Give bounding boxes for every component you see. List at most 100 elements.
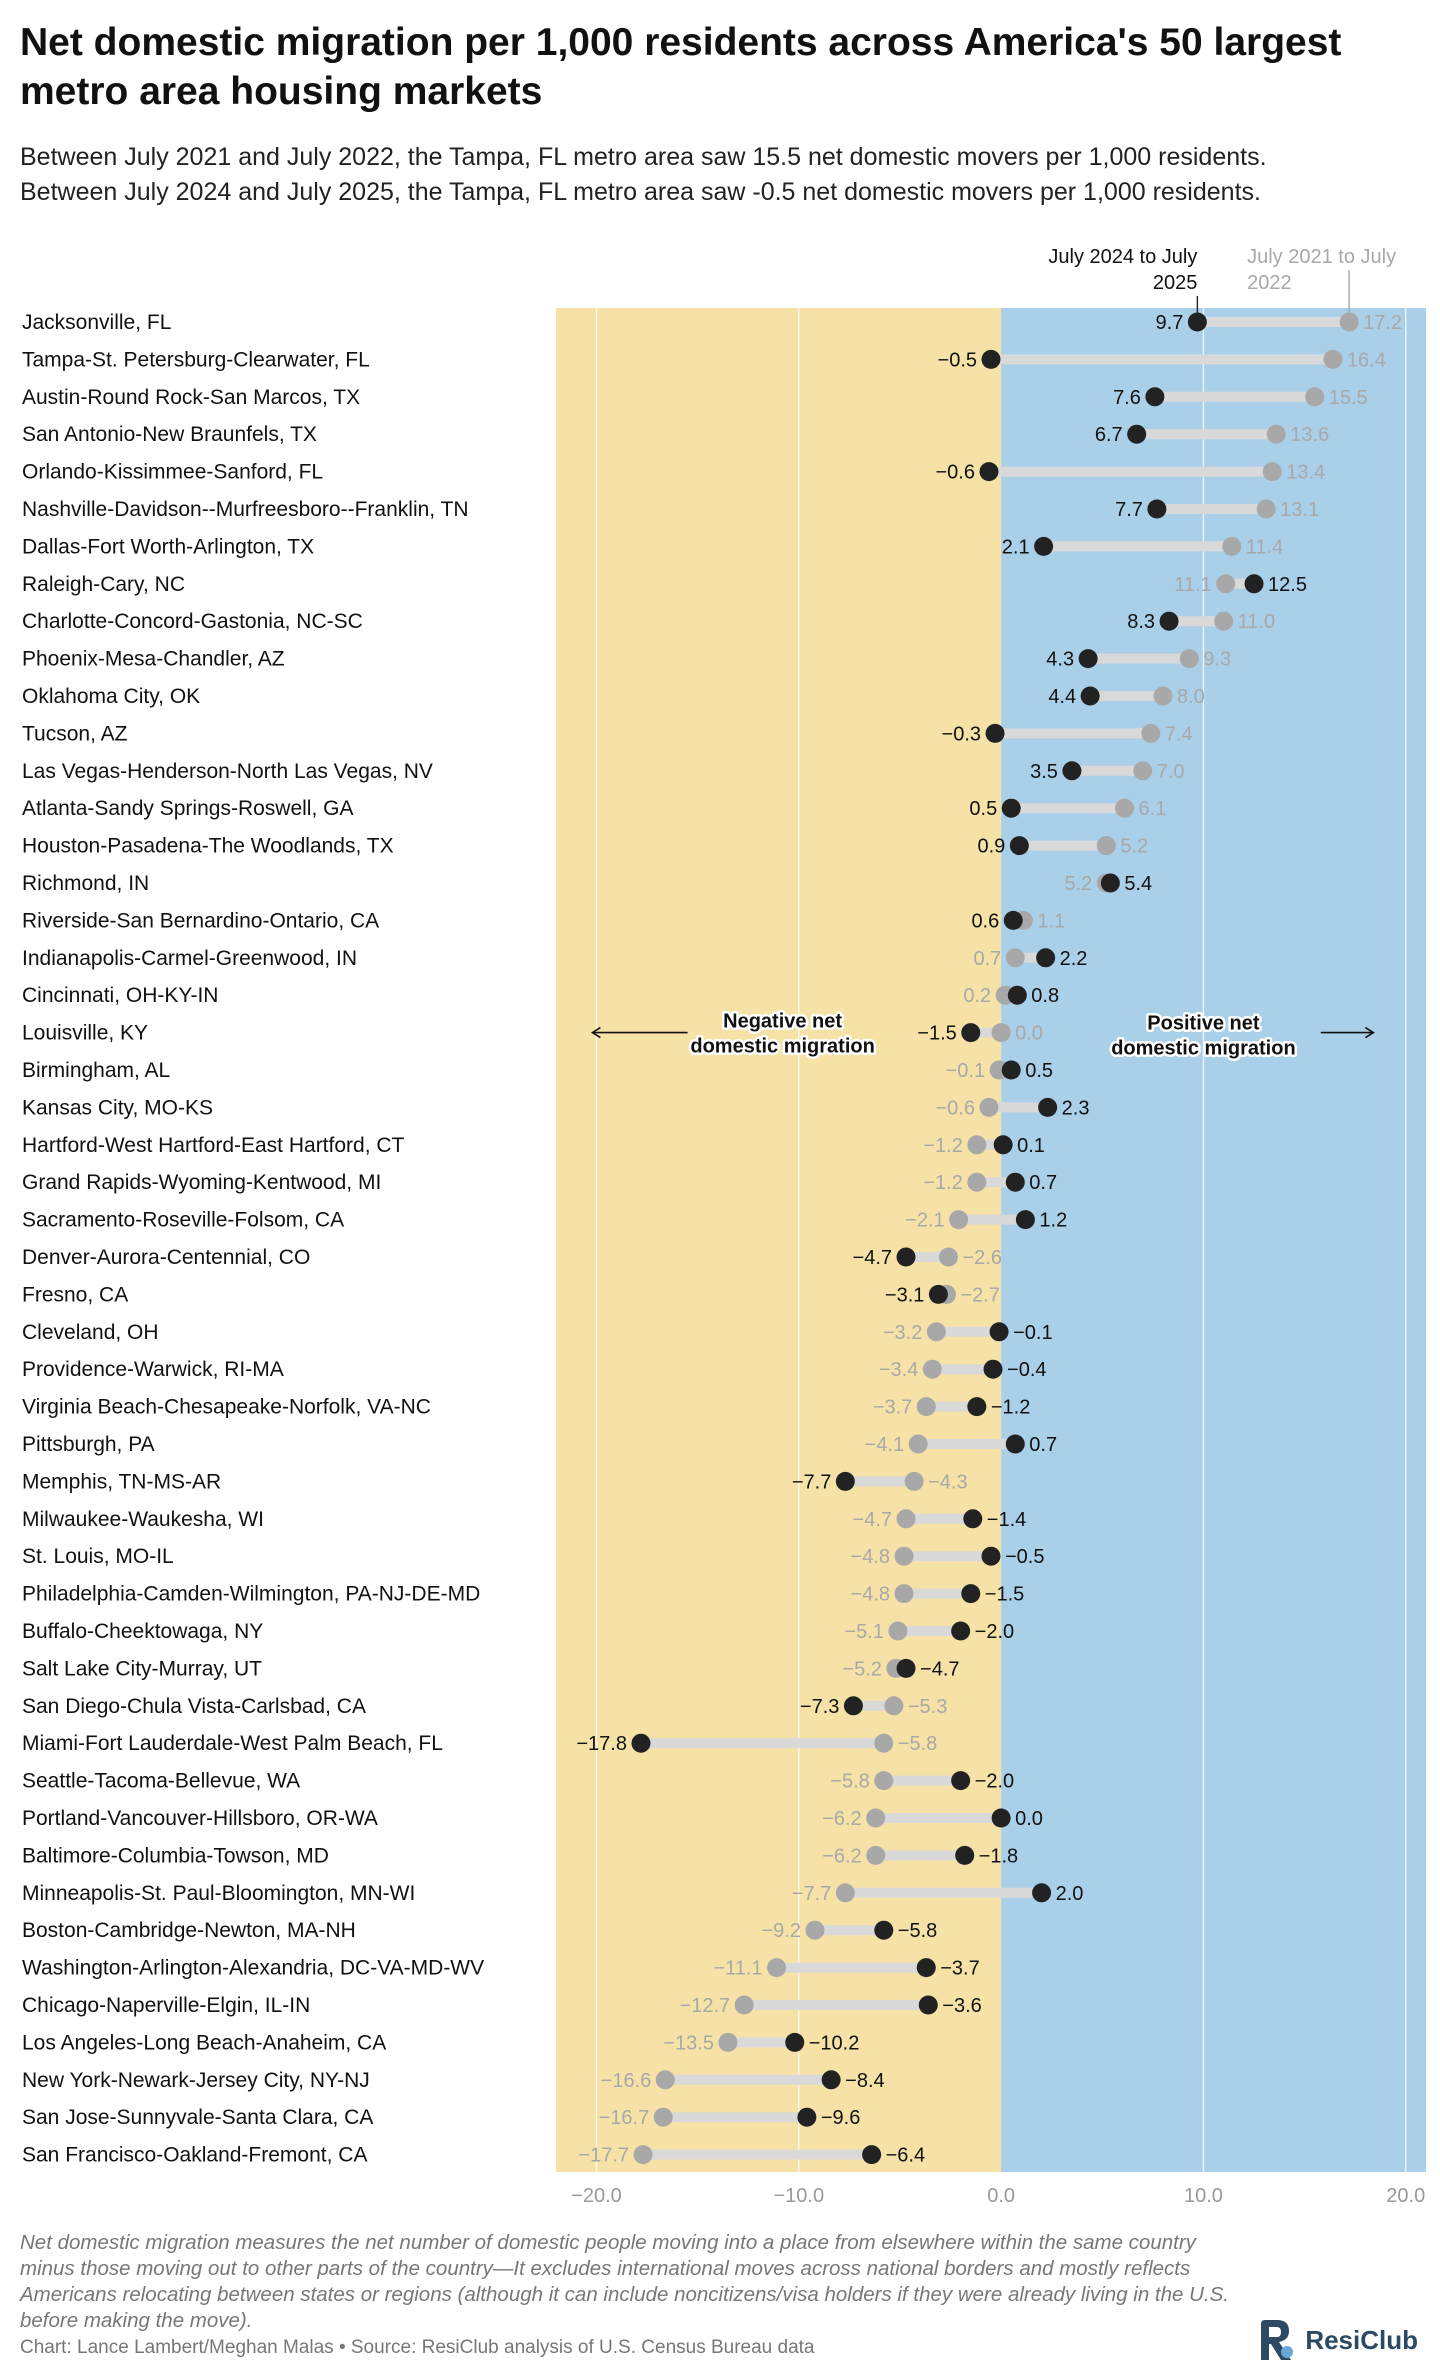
value-label-2025: 0.7 bbox=[1029, 1172, 1057, 1194]
value-label-2022: −16.6 bbox=[601, 2070, 652, 2092]
value-label-2022: −5.8 bbox=[830, 1771, 869, 1793]
dot-2022 bbox=[926, 1322, 946, 1342]
dot-2025 bbox=[981, 1546, 1001, 1566]
metro-name: Philadelphia-Camden-Wilmington, PA-NJ-DE… bbox=[22, 1583, 480, 1606]
legend-label-2025: July 2024 to July bbox=[1048, 246, 1197, 268]
dot-2025 bbox=[991, 1808, 1011, 1828]
value-label-2022: −9.2 bbox=[761, 1920, 800, 1942]
resiclub-logo-icon bbox=[1261, 2320, 1294, 2360]
dot-2022 bbox=[1153, 686, 1173, 706]
metro-row: Louisville, KY −1.5 0.0 bbox=[22, 1022, 1043, 1045]
value-label-2022: 0.7 bbox=[973, 948, 1001, 970]
value-label-2025: −7.7 bbox=[792, 1471, 831, 1493]
value-label-2022: −5.2 bbox=[842, 1658, 881, 1680]
metro-row: Riverside-San Bernardino-Ontario, CA 0.6 1… bbox=[22, 909, 1065, 932]
metro-row: Charlotte-Concord-Gastonia, NC-SC 8.3 11.0 bbox=[22, 610, 1275, 633]
metro-row: Cincinnati, OH-KY-IN 0.8 0.2 bbox=[22, 984, 1059, 1007]
value-label-2022: −3.2 bbox=[883, 1322, 922, 1344]
metro-name: Seattle-Tacoma-Bellevue, WA bbox=[22, 1770, 300, 1793]
dot-2022 bbox=[1305, 387, 1325, 407]
metro-name: Dallas-Fort Worth-Arlington, TX bbox=[22, 535, 314, 558]
metro-row: Salt Lake City-Murray, UT −4.7 −5.2 bbox=[22, 1657, 960, 1680]
dot-2025 bbox=[835, 1471, 855, 1491]
dot-2025 bbox=[874, 1920, 894, 1940]
value-label-2025: 2.1 bbox=[1002, 536, 1030, 558]
value-label-2022: −1.2 bbox=[923, 1135, 962, 1157]
metro-name: Providence-Warwick, RI-MA bbox=[22, 1358, 284, 1381]
metro-name: Tampa-St. Petersburg-Clearwater, FL bbox=[22, 348, 370, 371]
dot-2022 bbox=[1214, 611, 1234, 631]
dot-2022 bbox=[655, 2070, 675, 2090]
metro-row: Providence-Warwick, RI-MA −0.4 −3.4 bbox=[22, 1358, 1047, 1381]
metro-row: Tampa-St. Petersburg-Clearwater, FL −0.5 1… bbox=[22, 348, 1386, 371]
value-label-2022: −4.1 bbox=[865, 1434, 904, 1456]
value-label-2022: −16.7 bbox=[599, 2107, 650, 2129]
dot-2025 bbox=[1127, 424, 1147, 444]
metro-row: Baltimore-Columbia-Towson, MD −1.8 −6.2 bbox=[22, 1844, 1018, 1867]
metro-name: St. Louis, MO-IL bbox=[22, 1545, 174, 1568]
dot-2022 bbox=[967, 1172, 987, 1192]
metro-row: Fresno, CA −3.1 −2.7 bbox=[22, 1283, 1000, 1306]
dot-2022 bbox=[874, 1733, 894, 1753]
dot-2025 bbox=[1159, 611, 1179, 631]
value-label-2022: −3.7 bbox=[873, 1397, 912, 1419]
metro-name: Richmond, IN bbox=[22, 872, 149, 895]
value-label-2025: −1.4 bbox=[987, 1509, 1026, 1531]
value-label-2025: 4.4 bbox=[1048, 686, 1076, 708]
source-credit: Chart: Lance Lambert/Meghan Malas • Sour… bbox=[20, 2337, 815, 2358]
metro-name: San Diego-Chula Vista-Carlsbad, CA bbox=[22, 1695, 366, 1718]
dot-2022 bbox=[653, 2107, 673, 2127]
metro-row: Jacksonville, FL 9.7 17.2 bbox=[22, 311, 1402, 334]
metro-row: Austin-Round Rock-San Marcos, TX 7.6 15.5 bbox=[22, 386, 1368, 409]
value-label-2022: −0.1 bbox=[946, 1060, 985, 1082]
metro-name: San Jose-Sunnyvale-Santa Clara, CA bbox=[22, 2106, 373, 2129]
metro-name: Houston-Pasadena-The Woodlands, TX bbox=[22, 835, 394, 858]
dot-2025 bbox=[961, 1023, 981, 1043]
value-label-2025: 0.5 bbox=[969, 798, 997, 820]
value-label-2022: −4.8 bbox=[851, 1546, 890, 1568]
value-label-2022: −4.8 bbox=[851, 1584, 890, 1606]
dot-2025 bbox=[896, 1247, 916, 1267]
value-label-2022: −6.2 bbox=[822, 1845, 861, 1867]
value-label-2025: −0.1 bbox=[1013, 1322, 1052, 1344]
metro-name: New York-Newark-Jersey City, NY-NJ bbox=[22, 2069, 370, 2092]
dot-2022 bbox=[1266, 424, 1286, 444]
value-label-2025: 8.3 bbox=[1127, 611, 1155, 633]
value-label-2025: −1.5 bbox=[985, 1584, 1024, 1606]
metro-name: Birmingham, AL bbox=[22, 1059, 170, 1082]
value-label-2025: 2.2 bbox=[1060, 948, 1088, 970]
dot-2022 bbox=[718, 2032, 738, 2052]
value-label-2022: 13.1 bbox=[1280, 499, 1319, 521]
footnote: Net domestic migration measures the net … bbox=[20, 2231, 1229, 2332]
metro-row: Los Angeles-Long Beach-Anaheim, CA −10.2 −… bbox=[22, 2031, 859, 2054]
x-tick-label-0: 0.0 bbox=[987, 2185, 1015, 2207]
value-label-2025: 6.7 bbox=[1095, 424, 1123, 446]
negative-region-background bbox=[556, 308, 1002, 2172]
dot-2025 bbox=[1187, 312, 1207, 332]
value-label-2025: 7.6 bbox=[1113, 387, 1141, 409]
dot-2025 bbox=[821, 2070, 841, 2090]
metro-name: Los Angeles-Long Beach-Anaheim, CA bbox=[22, 2031, 386, 2054]
dot-2022 bbox=[888, 1621, 908, 1641]
dot-2025 bbox=[993, 1135, 1013, 1155]
value-label-2025: −0.5 bbox=[1005, 1546, 1044, 1568]
value-label-2025: 5.4 bbox=[1124, 873, 1152, 895]
legend-label-2022-line2: 2022 bbox=[1247, 272, 1292, 294]
dot-2025 bbox=[1062, 761, 1082, 781]
metro-name: San Antonio-New Braunfels, TX bbox=[22, 423, 317, 446]
dot-2022 bbox=[1339, 312, 1359, 332]
value-label-2022: −4.7 bbox=[853, 1509, 892, 1531]
dot-2025 bbox=[1145, 387, 1165, 407]
metro-name: Indianapolis-Carmel-Greenwood, IN bbox=[22, 947, 357, 970]
metro-row: Grand Rapids-Wyoming-Kentwood, MI 0.7 −1.2 bbox=[22, 1171, 1057, 1194]
dot-2022 bbox=[967, 1135, 987, 1155]
positive-annotation-line1: Positive net bbox=[1147, 1013, 1260, 1035]
dot-2022 bbox=[1141, 723, 1161, 743]
value-label-2022: 17.2 bbox=[1363, 312, 1402, 334]
metro-row: Orlando-Kissimmee-Sanford, FL −0.6 13.4 bbox=[22, 461, 1325, 484]
metro-name: Milwaukee-Waukesha, WI bbox=[22, 1508, 264, 1531]
metro-row: Washington-Arlington-Alexandria, DC-VA-M… bbox=[22, 1957, 980, 1980]
dot-2025 bbox=[1100, 873, 1120, 893]
dot-2025 bbox=[1005, 1172, 1025, 1192]
value-label-2025: −0.5 bbox=[938, 349, 977, 371]
